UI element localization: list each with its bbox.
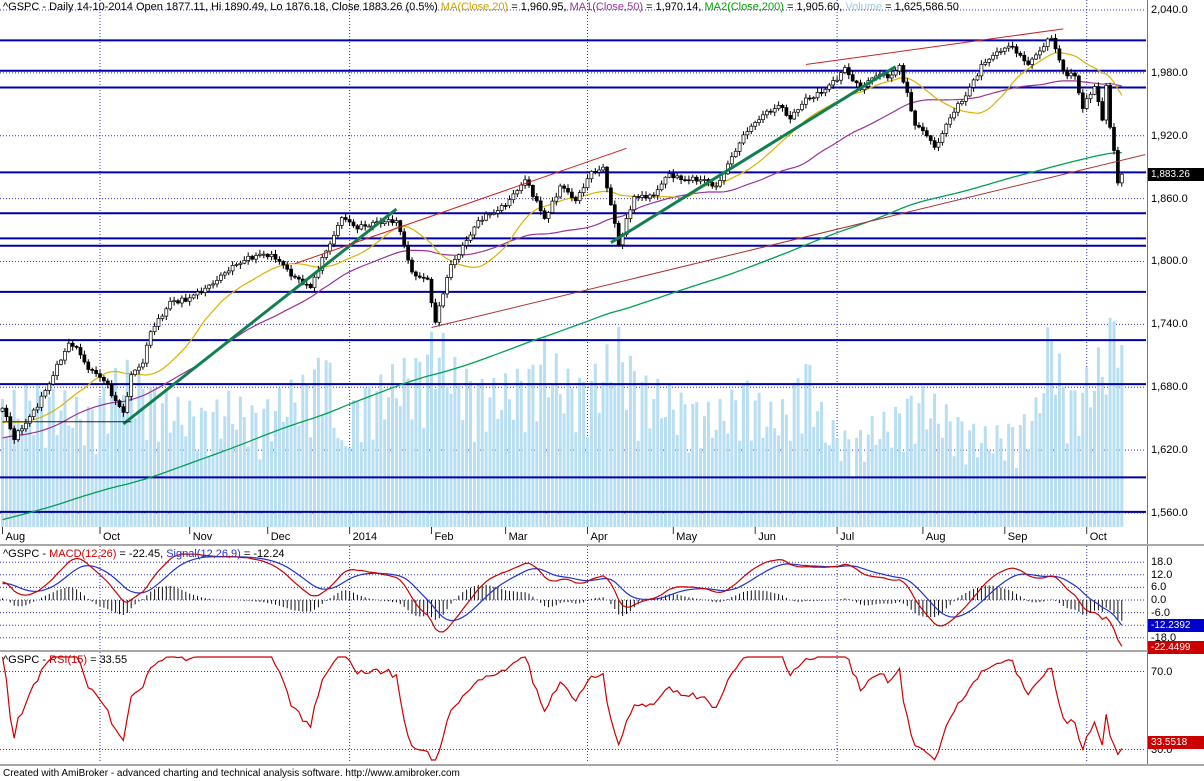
panel-splitter-macd-rsi[interactable] (0, 650, 1204, 652)
title-segment: MA2(Close,200) (704, 1, 784, 13)
y-axis-label: 1,980.0 (1151, 66, 1188, 79)
title-segment: ^GSPC - Daily 14-10-2014 Open 1877.11, H… (3, 1, 441, 13)
y-axis-label: 0.0 (1151, 594, 1167, 606)
y-axis-label: 1,860.0 (1151, 192, 1188, 205)
y-axis-label: 1,740.0 (1151, 318, 1188, 331)
last-price-badge: 1,883.26 (1148, 168, 1204, 181)
x-axis-label: Feb (434, 531, 454, 543)
title-segment: MACD(12,26) (49, 548, 117, 560)
price-chart[interactable] (0, 0, 1147, 545)
title-segment: = 1,970.14, (642, 1, 705, 13)
y-axis-label: 1,560.0 (1151, 506, 1188, 519)
title-segment: MA1(Close,50) (569, 1, 643, 13)
macd-chart[interactable] (0, 546, 1147, 650)
macd-value-badge: -22.4499 (1148, 641, 1204, 654)
x-axis-label: Jul (840, 531, 855, 543)
y-axis-label: 70.0 (1151, 665, 1173, 678)
y-axis-label: 18.0 (1151, 556, 1173, 569)
rsi-chart[interactable] (0, 652, 1147, 764)
price-panel-title: ^GSPC - Daily 14-10-2014 Open 1877.11, H… (3, 1, 959, 14)
x-axis-label: Nov (192, 531, 213, 543)
y-axis-label: -18.0 (1151, 631, 1177, 644)
title-segment: Signal(12,26,9) (166, 548, 241, 560)
rsi-value-badge: 33.5518 (1148, 736, 1204, 749)
x-axis-label: May (676, 531, 698, 543)
title-segment: = -12.24 (240, 548, 285, 560)
x-axis-label: Aug (925, 531, 946, 543)
x-axis-label: Aug (5, 531, 26, 543)
title-segment: RSI(15) (49, 654, 88, 666)
title-segment: = 1,960.95, (508, 1, 570, 13)
y-axis-label: 1,920.0 (1151, 129, 1188, 142)
y-axis-label: 1,680.0 (1151, 381, 1188, 394)
x-axis-label: Oct (103, 531, 121, 543)
y-axis-label: 12.0 (1151, 568, 1173, 581)
rsi-panel-title: ^GSPC - RSI(15) = 33.55 (3, 654, 127, 667)
title-segment: MA(Close,20) (440, 1, 509, 13)
title-segment: = 1,905.60, (783, 1, 846, 13)
macd-signal-badge: -12.2392 (1148, 619, 1204, 632)
title-segment: ^GSPC - (3, 654, 50, 666)
title-segment: Volume (845, 1, 883, 13)
x-axis-label: Sep (1007, 531, 1028, 543)
y-axis-label: 1,800.0 (1151, 255, 1188, 268)
x-axis-label: Mar (508, 531, 528, 543)
x-axis-label: Dec (270, 531, 291, 543)
title-segment: ^GSPC - (3, 548, 50, 560)
x-axis-label: 2014 (352, 531, 378, 543)
x-axis-label: Apr (590, 531, 608, 543)
title-segment: = 33.55 (87, 654, 128, 666)
footer-credit: Created with AmiBroker - advanced charti… (3, 768, 460, 779)
macd-panel-title: ^GSPC - MACD(12,26) = -22.45, Signal(12,… (3, 548, 285, 561)
title-segment: = -22.45, (116, 548, 167, 560)
title-segment: = 1,625,586.50 (882, 1, 959, 13)
y-axis-label: -6.0 (1151, 606, 1170, 619)
x-axis-label: Jun (758, 531, 776, 543)
y-axis-label: 1,620.0 (1151, 444, 1188, 457)
panel-splitter-price-macd[interactable] (0, 544, 1204, 546)
y-axis-divider (1147, 0, 1148, 766)
panel-splitter-bottom[interactable] (0, 764, 1204, 766)
y-axis-label: 6.0 (1151, 581, 1167, 594)
y-axis-label: 2,040.0 (1151, 4, 1188, 16)
x-axis-label: Oct (1089, 531, 1107, 543)
